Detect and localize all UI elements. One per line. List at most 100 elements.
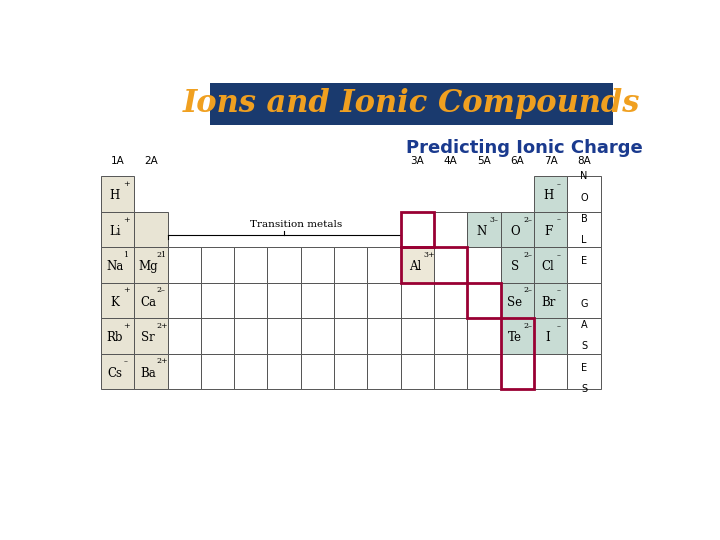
Text: Sr: Sr <box>141 331 155 344</box>
Bar <box>334 247 367 283</box>
Text: Cs: Cs <box>107 367 122 380</box>
Bar <box>467 318 500 354</box>
Bar <box>401 212 434 247</box>
Text: F: F <box>544 225 552 238</box>
Text: Cl: Cl <box>541 260 554 273</box>
Bar <box>101 212 134 247</box>
Text: 7A: 7A <box>544 156 557 166</box>
Bar <box>534 212 567 247</box>
Bar <box>267 354 301 389</box>
Bar <box>201 318 234 354</box>
Bar <box>267 318 301 354</box>
Bar <box>201 354 234 389</box>
Text: 2+: 2+ <box>156 322 168 330</box>
Text: –: – <box>557 322 560 330</box>
Text: 1A: 1A <box>111 156 125 166</box>
Bar <box>201 283 234 318</box>
Bar <box>434 212 467 247</box>
Text: 3–: 3– <box>490 215 499 224</box>
Bar <box>500 354 534 389</box>
Text: N: N <box>580 172 588 181</box>
Text: Te: Te <box>508 331 522 344</box>
Text: 2–: 2– <box>523 251 532 259</box>
Bar <box>334 283 367 318</box>
Bar <box>500 318 534 389</box>
Bar <box>401 318 434 354</box>
Text: –: – <box>557 215 560 224</box>
Bar <box>267 283 301 318</box>
Bar <box>567 212 600 247</box>
Text: S: S <box>581 384 587 394</box>
Bar <box>534 354 567 389</box>
Text: H: H <box>109 190 120 202</box>
Bar <box>168 247 201 283</box>
Text: +: + <box>123 322 130 330</box>
Bar <box>234 247 267 283</box>
Bar <box>334 318 367 354</box>
Text: Transition metals: Transition metals <box>250 220 342 229</box>
Text: 2A: 2A <box>144 156 158 166</box>
Bar <box>367 247 401 283</box>
Text: 2–: 2– <box>523 322 532 330</box>
Bar <box>101 318 134 354</box>
Text: –: – <box>123 357 127 365</box>
Bar <box>367 283 401 318</box>
Text: 8A: 8A <box>577 156 591 166</box>
Text: 3+: 3+ <box>423 251 435 259</box>
Bar <box>500 247 534 283</box>
Bar <box>301 247 334 283</box>
Bar <box>134 212 168 247</box>
Text: 21: 21 <box>156 251 166 259</box>
Bar <box>534 318 567 354</box>
Bar <box>101 177 134 212</box>
Text: B: B <box>581 214 588 224</box>
Bar <box>301 354 334 389</box>
Bar <box>567 318 600 354</box>
Bar <box>168 283 201 318</box>
Text: N: N <box>477 225 487 238</box>
Bar <box>500 318 534 354</box>
Text: +: + <box>123 180 130 188</box>
Bar <box>467 212 500 247</box>
Text: Ions and Ionic Compounds: Ions and Ionic Compounds <box>183 88 640 119</box>
Text: H: H <box>543 190 553 202</box>
Text: 2+: 2+ <box>156 357 168 365</box>
Text: G: G <box>580 299 588 309</box>
Bar <box>134 318 168 354</box>
Bar <box>401 354 434 389</box>
Bar <box>168 318 201 354</box>
Bar <box>567 354 600 389</box>
Bar <box>401 247 467 283</box>
Text: –: – <box>557 180 560 188</box>
Bar <box>234 318 267 354</box>
Bar <box>401 212 434 247</box>
Bar <box>534 177 567 212</box>
Text: –: – <box>557 286 560 294</box>
Text: 2–: 2– <box>523 215 532 224</box>
Bar <box>367 318 401 354</box>
Bar <box>134 354 168 389</box>
Bar <box>101 247 134 283</box>
Bar <box>267 247 301 283</box>
Text: 5A: 5A <box>477 156 491 166</box>
Text: 3A: 3A <box>410 156 424 166</box>
Text: S: S <box>510 260 519 273</box>
Bar <box>201 247 234 283</box>
Text: 6A: 6A <box>510 156 524 166</box>
Bar <box>168 354 201 389</box>
Bar <box>210 83 613 125</box>
Text: +: + <box>123 286 130 294</box>
Text: Br: Br <box>541 296 555 309</box>
Bar <box>301 318 334 354</box>
Bar <box>434 247 467 283</box>
Text: K: K <box>110 296 120 309</box>
Text: E: E <box>581 363 587 373</box>
Bar <box>500 212 534 247</box>
Bar <box>401 283 434 318</box>
Text: 2–: 2– <box>523 286 532 294</box>
Text: Li: Li <box>109 225 120 238</box>
Text: 4A: 4A <box>444 156 458 166</box>
Bar <box>567 177 600 212</box>
Text: S: S <box>581 341 587 352</box>
Text: Rb: Rb <box>107 331 123 344</box>
